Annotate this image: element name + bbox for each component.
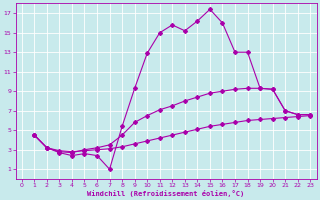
X-axis label: Windchill (Refroidissement éolien,°C): Windchill (Refroidissement éolien,°C) <box>87 190 245 197</box>
